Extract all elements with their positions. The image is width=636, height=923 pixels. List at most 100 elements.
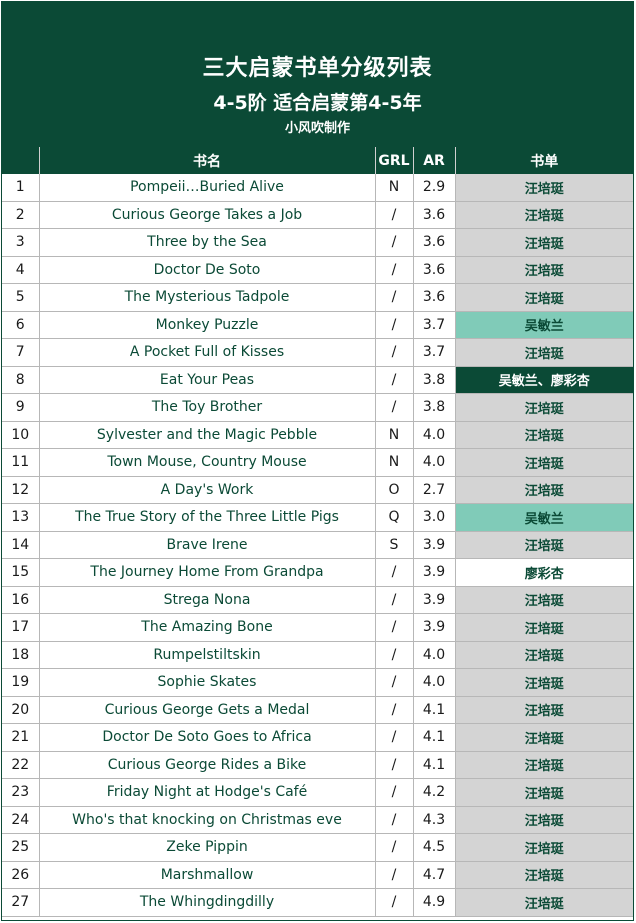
row-number-cell: 11 bbox=[2, 448, 40, 477]
book-title-cell: Sylvester and the Magic Pebble bbox=[39, 421, 376, 449]
column-header-number bbox=[2, 147, 40, 174]
book-list-cell: 汪培珽 bbox=[455, 256, 633, 284]
ar-level-cell: 3.9 bbox=[413, 613, 456, 642]
ar-level-cell: 4.9 bbox=[413, 888, 456, 917]
grl-level-cell: / bbox=[375, 668, 414, 697]
ar-level-cell: 4.2 bbox=[413, 778, 456, 807]
book-list-cell: 汪培珽 bbox=[455, 283, 633, 312]
table-row: 5 The Mysterious Tadpole/3.6 汪培珽 bbox=[2, 283, 633, 312]
ar-level-cell: 3.9 bbox=[413, 558, 456, 587]
book-title-cell: The Whingdingdilly bbox=[39, 888, 376, 917]
book-list-cell: 吴敏兰 bbox=[455, 311, 633, 339]
book-title-cell: Monkey Puzzle bbox=[39, 311, 376, 339]
row-number-cell: 2 bbox=[2, 201, 40, 229]
table-row: 8 Eat Your Peas/3.8 吴敏兰、廖彩杏 bbox=[2, 366, 633, 394]
book-title-cell: Curious George Takes a Job bbox=[39, 201, 376, 229]
table-row: 19 Sophie Skates/4.0 汪培珽 bbox=[2, 668, 633, 697]
row-number-cell: 27 bbox=[2, 888, 40, 917]
row-number-cell: 24 bbox=[2, 806, 40, 834]
book-list-cell: 汪培珽 bbox=[455, 201, 633, 229]
table-row: 23 Friday Night at Hodge's Café/4.2 汪培珽 bbox=[2, 778, 633, 807]
book-list-cell: 汪培珽 bbox=[455, 228, 633, 257]
book-list-cell: 廖彩杏 bbox=[455, 558, 633, 587]
ar-level-cell: 3.6 bbox=[413, 201, 456, 229]
page-subtitle: 4-5阶 适合启蒙第4-5年 bbox=[213, 92, 422, 114]
grl-level-cell: / bbox=[375, 613, 414, 642]
book-title-cell: Brave Irene bbox=[39, 531, 376, 559]
book-list-cell: 汪培珽 bbox=[455, 641, 633, 669]
book-list-cell: 汪培珽 bbox=[455, 531, 633, 559]
column-header-title: 书名 bbox=[39, 147, 376, 174]
table-row: 12 A Day's Work O 2.7 汪培珽 bbox=[2, 476, 633, 504]
book-list-cell: 汪培珽 bbox=[455, 174, 633, 202]
ar-level-cell: 4.1 bbox=[413, 751, 456, 779]
ar-level-cell: 4.1 bbox=[413, 723, 456, 752]
ar-level-cell: 4.0 bbox=[413, 641, 456, 669]
book-title-cell: The Toy Brother bbox=[39, 393, 376, 422]
book-title-cell: Sophie Skates bbox=[39, 668, 376, 697]
ar-level-cell: 4.0 bbox=[413, 448, 456, 477]
author-credit: 小风吹制作 bbox=[284, 121, 350, 136]
row-number-cell: 26 bbox=[2, 861, 40, 889]
row-number-cell: 9 bbox=[2, 393, 40, 422]
book-title-cell: Three by the Sea bbox=[39, 228, 376, 257]
book-title-cell: The True Story of the Three Little Pigs bbox=[39, 503, 376, 532]
book-list-cell: 汪培珽 bbox=[455, 723, 633, 752]
grl-level-cell: / bbox=[375, 366, 414, 394]
row-number-cell: 17 bbox=[2, 613, 40, 642]
book-list-cell: 汪培珽 bbox=[455, 586, 633, 614]
table-row: 18 Rumpelstiltskin/4.0 汪培珽 bbox=[2, 641, 633, 669]
table-row: 27 The Whingdingdilly/4.9 汪培珽 bbox=[2, 888, 633, 917]
ar-level-cell: 3.6 bbox=[413, 256, 456, 284]
ar-level-cell: 3.8 bbox=[413, 393, 456, 422]
grl-level-cell: / bbox=[375, 641, 414, 669]
book-list-cell: 汪培珽 bbox=[455, 393, 633, 422]
row-number-cell: 25 bbox=[2, 833, 40, 862]
book-list-cell: 汪培珽 bbox=[455, 448, 633, 477]
book-title-cell: Strega Nona bbox=[39, 586, 376, 614]
table-header-row: 书名 GRL AR 书单 bbox=[2, 147, 633, 174]
book-title-cell: Town Mouse, Country Mouse bbox=[39, 448, 376, 477]
book-title-cell: Doctor De Soto Goes to Africa bbox=[39, 723, 376, 752]
book-list-cell: 汪培珽 bbox=[455, 668, 633, 697]
book-list-cell: 汪培珽 bbox=[455, 338, 633, 367]
grl-level-cell: / bbox=[375, 228, 414, 257]
grl-level-cell: O bbox=[375, 476, 414, 504]
ar-level-cell: 3.9 bbox=[413, 586, 456, 614]
book-list-cell: 汪培珽 bbox=[455, 888, 633, 917]
book-title-cell: The Journey Home From Grandpa bbox=[39, 558, 376, 587]
row-number-cell: 21 bbox=[2, 723, 40, 752]
ar-level-cell: 4.1 bbox=[413, 696, 456, 724]
grl-level-cell: / bbox=[375, 778, 414, 807]
ar-level-cell: 4.0 bbox=[413, 668, 456, 697]
book-title-cell: Pompeii…Buried Alive bbox=[39, 174, 376, 202]
book-list-cell: 吴敏兰 bbox=[455, 503, 633, 532]
ar-level-cell: 3.0 bbox=[413, 503, 456, 532]
table-row: 25 Zeke Pippin/4.5 汪培珽 bbox=[2, 833, 633, 862]
book-list-cell: 汪培珽 bbox=[455, 421, 633, 449]
grl-level-cell: / bbox=[375, 558, 414, 587]
row-number-cell: 13 bbox=[2, 503, 40, 532]
table-row: 16 Strega Nona/3.9 汪培珽 bbox=[2, 586, 633, 614]
table-row: 15 The Journey Home From Grandpa/3.9 廖彩杏 bbox=[2, 558, 633, 587]
book-table: 书名 GRL AR 书单 1 Pompeii…Buried Alive N 2.9 汪培… bbox=[2, 147, 633, 917]
book-title-cell: Zeke Pippin bbox=[39, 833, 376, 862]
row-number-cell: 1 bbox=[2, 174, 40, 202]
table-row: 20 Curious George Gets a Medal/4.1 汪培珽 bbox=[2, 696, 633, 724]
table-row: 9 The Toy Brother/3.8 汪培珽 bbox=[2, 393, 633, 422]
book-title-cell: Curious George Gets a Medal bbox=[39, 696, 376, 724]
ar-level-cell: 4.5 bbox=[413, 833, 456, 862]
row-number-cell: 16 bbox=[2, 586, 40, 614]
book-list-cell: 汪培珽 bbox=[455, 613, 633, 642]
table-row: 21 Doctor De Soto Goes to Africa/4.1 汪培珽 bbox=[2, 723, 633, 752]
grl-level-cell: S bbox=[375, 531, 414, 559]
book-title-cell: A Day's Work bbox=[39, 476, 376, 504]
grl-level-cell: / bbox=[375, 833, 414, 862]
grl-level-cell: / bbox=[375, 861, 414, 889]
book-title-cell: Curious George Rides a Bike bbox=[39, 751, 376, 779]
table-row: 14 Brave Irene S 3.9 汪培珽 bbox=[2, 531, 633, 559]
ar-level-cell: 3.8 bbox=[413, 366, 456, 394]
grl-level-cell: / bbox=[375, 751, 414, 779]
